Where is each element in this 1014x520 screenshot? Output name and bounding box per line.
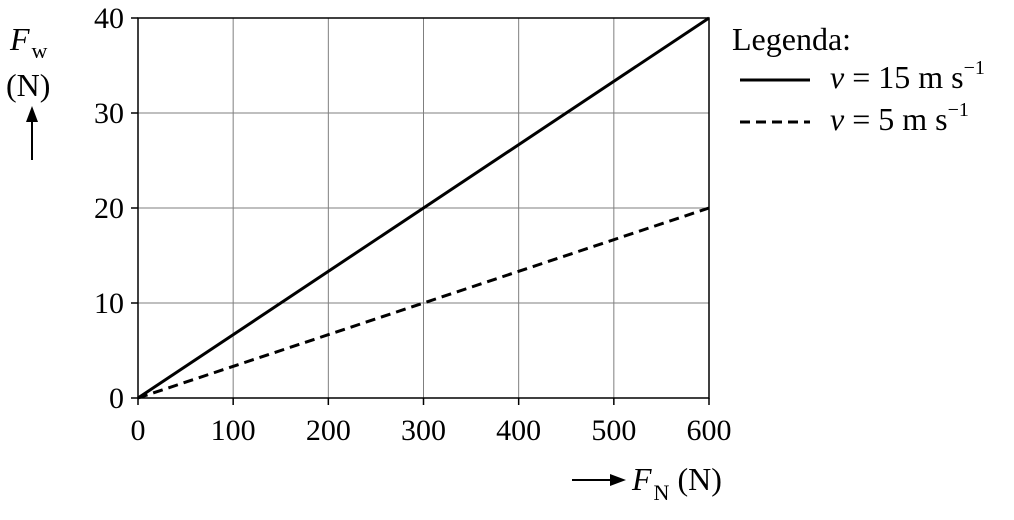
plot-border — [137, 17, 710, 399]
y-axis-symbol: F — [9, 21, 30, 57]
plot-frame — [137, 17, 710, 399]
x-axis-arrow-icon — [572, 474, 626, 486]
y-axis-label: Fw (N) — [6, 21, 50, 160]
x-tick-label: 300 — [401, 414, 446, 447]
y-tick-label: 0 — [109, 382, 124, 415]
legend-item-2: v = 5 m s−1 — [830, 99, 969, 137]
x-tick-label: 600 — [687, 414, 732, 447]
series-line-dashed — [137, 206, 710, 400]
x-tick-label: 500 — [591, 414, 636, 447]
x-axis-unit: (N) — [677, 461, 721, 497]
y-tick-label: 10 — [94, 287, 124, 320]
y-tick-labels: 0 10 20 30 40 — [94, 2, 124, 415]
series-layer — [137, 16, 710, 400]
x-tick-label: 100 — [211, 414, 256, 447]
svg-text:FN(N): FN (N) — [631, 461, 722, 505]
x-tick-label: 400 — [496, 414, 541, 447]
y-tick-label: 40 — [94, 2, 124, 35]
svg-text:Fw: Fw — [9, 21, 48, 63]
y-tick-label: 20 — [94, 192, 124, 225]
y-axis-subscript: w — [32, 38, 48, 63]
x-axis-subscript: N — [654, 480, 670, 505]
x-axis-symbol: F — [631, 461, 652, 497]
y-tick-label: 30 — [94, 97, 124, 130]
legend-item-1: v = 15 m s−1 — [830, 57, 985, 95]
legend: Legenda: v = 15 m s−1 v = 5 m s−1 — [732, 21, 985, 137]
series-line-solid — [137, 16, 710, 400]
y-axis-unit: (N) — [6, 67, 50, 103]
x-axis-label: FN (N) — [572, 461, 722, 505]
legend-title: Legenda: — [732, 21, 851, 57]
y-axis-arrow-icon — [26, 106, 38, 160]
x-tick-labels: 0 100 200 300 400 500 600 — [131, 414, 732, 447]
x-tick-label: 200 — [306, 414, 351, 447]
x-tick-label: 0 — [131, 414, 146, 447]
